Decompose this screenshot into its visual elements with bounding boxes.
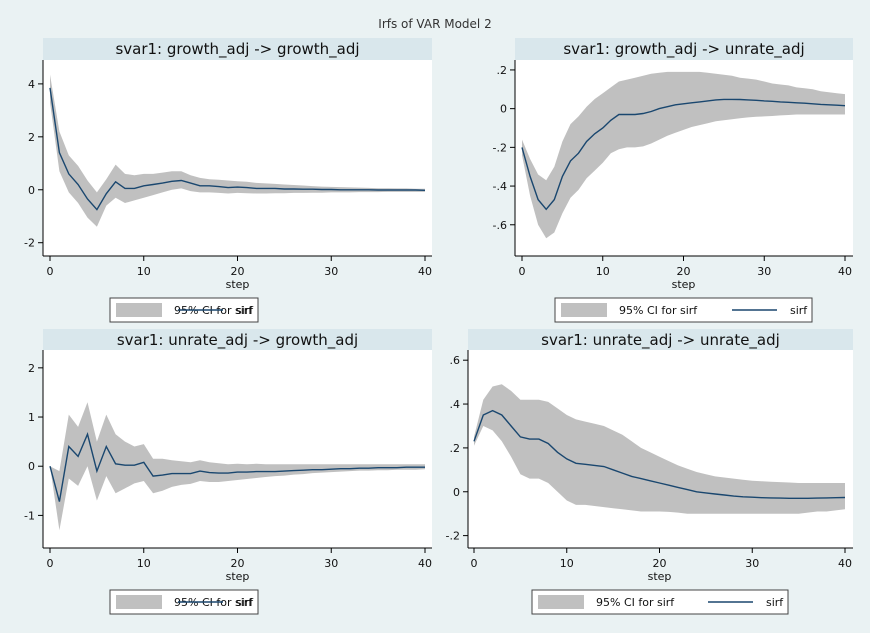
x-tick-label: 40 (838, 557, 852, 570)
y-tick-label: 0 (453, 486, 460, 499)
y-tick-label: 0 (28, 184, 35, 197)
y-tick-label: 2 (28, 362, 35, 375)
panel-title-band (43, 329, 432, 350)
y-tick-label: -.4 (493, 180, 507, 193)
x-axis-label: step (226, 570, 250, 583)
x-tick-label: 10 (137, 265, 151, 278)
sirf-line (49, 87, 426, 211)
y-tick-label: .2 (497, 64, 508, 77)
legend-label-sirf: sirf (766, 596, 784, 609)
x-tick-label: 0 (471, 557, 478, 570)
y-tick-label: -.2 (446, 530, 460, 543)
x-axis-label: step (226, 278, 250, 291)
ci-band (474, 384, 845, 514)
panel-title: svar1: growth_adj -> growth_adj (115, 40, 359, 59)
panel-title: svar1: unrate_adj -> unrate_adj (541, 331, 780, 350)
y-tick-label: 1 (28, 411, 35, 424)
x-tick-label: 30 (324, 265, 338, 278)
irf-panel-4: svar1: unrate_adj -> unrate_adj -.2 0 .2 .4.… (446, 329, 853, 615)
x-tick-label: 10 (137, 557, 151, 570)
figure-title: Irfs of VAR Model 2 (378, 17, 491, 31)
panel-title: svar1: unrate_adj -> growth_adj (117, 331, 358, 350)
x-tick-label: 0 (47, 557, 54, 570)
sirf-line (473, 409, 846, 499)
x-tick-label: 20 (231, 557, 245, 570)
x-tick-label: 40 (418, 265, 432, 278)
x-tick-label: 10 (596, 265, 610, 278)
sirf-line (521, 98, 846, 211)
y-tick-label: 0 (28, 460, 35, 473)
y-tick-label: 4 (28, 78, 35, 91)
panel-title-band (468, 329, 853, 350)
y-tick-label: -1 (24, 509, 35, 522)
y-tick-label: .6 (450, 354, 461, 367)
ci-band (50, 74, 425, 227)
legend-band-swatch (116, 595, 162, 609)
ci-band (522, 71, 845, 239)
y-tick-label: -2 (24, 237, 35, 250)
panel-title-band (515, 38, 853, 60)
x-tick-label: 0 (519, 265, 526, 278)
legend-band-swatch (561, 303, 607, 317)
y-tick-label: 2 (28, 131, 35, 144)
y-tick-label: 0 (500, 103, 507, 116)
legend-label-ci: 95% CI for sirf (619, 304, 698, 317)
x-tick-label: 20 (231, 265, 245, 278)
x-tick-label: 20 (677, 265, 691, 278)
y-tick-label: .2 (450, 442, 461, 455)
x-tick-label: 40 (838, 265, 852, 278)
y-tick-label: -.2 (493, 141, 507, 154)
legend-label-sirf: sirf (790, 304, 808, 317)
plot-area (43, 60, 432, 256)
irf-panel-2: svar1: growth_adj -> unrate_adj -.6 -.4 -.2… (493, 38, 853, 323)
panel-title: svar1: growth_adj -> unrate_adj (563, 40, 804, 59)
ci-band (50, 402, 425, 531)
y-tick-label: -.6 (493, 219, 507, 232)
legend-label-ci: 95% CI for sirf (596, 596, 675, 609)
sirf-line (49, 432, 425, 502)
x-tick-label: 30 (745, 557, 759, 570)
x-tick-label: 30 (757, 265, 771, 278)
x-axis-label: step (672, 278, 696, 291)
y-tick-label: .4 (450, 398, 461, 411)
legend-label-sirf: sirf (236, 596, 254, 609)
x-axis-label: step (648, 570, 672, 583)
panel-title-band (43, 38, 432, 60)
x-tick-label: 20 (653, 557, 667, 570)
x-tick-label: 40 (418, 557, 432, 570)
x-tick-label: 0 (47, 265, 54, 278)
x-tick-label: 30 (324, 557, 338, 570)
legend-band-swatch (116, 303, 162, 317)
legend-label-sirf: sirf (236, 304, 254, 317)
x-tick-label: 10 (560, 557, 574, 570)
legend-band-swatch (538, 595, 584, 609)
